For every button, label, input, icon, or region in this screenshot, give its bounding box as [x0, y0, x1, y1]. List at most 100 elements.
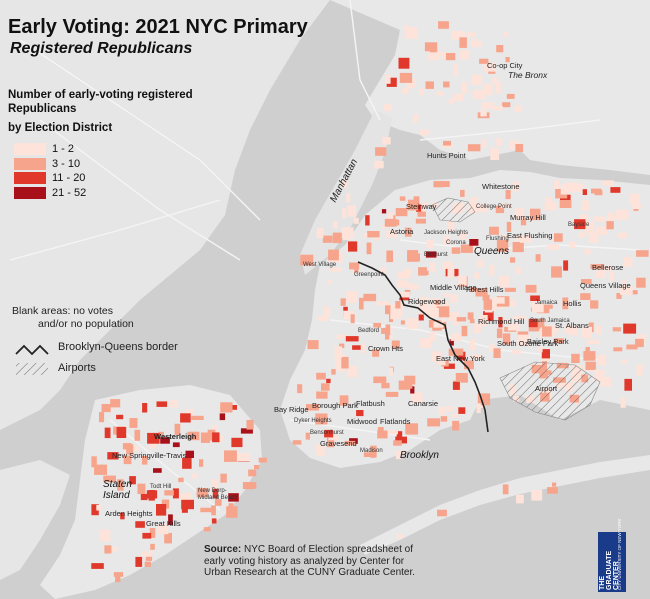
- election-district: [115, 572, 121, 583]
- election-district: [520, 217, 527, 226]
- election-district: [531, 490, 543, 501]
- election-district: [450, 294, 458, 303]
- election-district: [328, 435, 339, 441]
- election-district: [585, 347, 590, 352]
- election-district: [376, 301, 390, 306]
- election-district: [552, 482, 557, 487]
- election-district: [390, 308, 401, 320]
- election-district: [353, 217, 359, 224]
- election-district: [459, 50, 469, 60]
- election-district: [248, 469, 257, 477]
- election-district: [595, 269, 606, 278]
- election-district: [410, 253, 420, 262]
- election-district: [525, 284, 537, 293]
- election-district: [342, 207, 347, 219]
- election-district: [595, 325, 602, 335]
- election-district: [537, 346, 543, 353]
- election-district: [516, 494, 524, 504]
- election-district: [618, 232, 627, 239]
- election-district: [107, 452, 119, 460]
- label-airport: Airport: [535, 384, 558, 393]
- election-district: [132, 445, 140, 451]
- election-district: [380, 267, 386, 276]
- election-district: [203, 527, 211, 532]
- election-district: [386, 230, 398, 238]
- legend-label: 1 - 2: [52, 143, 75, 156]
- election-district: [453, 64, 459, 76]
- election-district: [462, 81, 467, 94]
- election-district: [488, 265, 495, 276]
- election-district: [458, 374, 468, 383]
- election-district: [456, 351, 466, 361]
- election-district: [476, 259, 484, 268]
- label-ridgewood: Ridgewood: [408, 297, 446, 306]
- election-district: [341, 356, 349, 369]
- election-district: [620, 397, 626, 408]
- election-district: [393, 440, 402, 446]
- election-district: [386, 211, 394, 224]
- election-district: [560, 184, 569, 195]
- election-district: [258, 457, 267, 463]
- election-district: [399, 72, 413, 83]
- legend-item: 11 - 20: [14, 171, 86, 186]
- election-district: [629, 193, 640, 204]
- election-district: [211, 518, 217, 524]
- election-district: [129, 476, 136, 485]
- label-brooklyn: Brooklyn: [400, 450, 439, 461]
- label-co-op-city: Co-op City: [487, 61, 523, 70]
- election-district: [385, 324, 391, 336]
- election-district: [120, 512, 125, 520]
- election-district: [297, 384, 303, 394]
- laguardia-airport: [431, 197, 476, 223]
- election-district: [237, 453, 251, 462]
- election-district: [554, 338, 564, 344]
- election-district: [181, 499, 194, 510]
- election-district: [583, 351, 596, 361]
- logo-subtext: CITY UNIVERSITY OF NEW YORK: [617, 518, 622, 590]
- election-district: [451, 413, 458, 418]
- election-district: [493, 348, 501, 358]
- election-district: [470, 197, 479, 202]
- election-district: [160, 437, 170, 444]
- jfk-airport: [499, 361, 601, 421]
- election-district: [456, 317, 467, 322]
- election-district: [584, 221, 595, 234]
- election-district: [91, 456, 97, 468]
- election-district: [339, 343, 345, 349]
- election-district: [346, 193, 351, 203]
- election-district: [122, 443, 132, 450]
- election-district: [563, 260, 569, 271]
- election-district: [366, 242, 372, 255]
- election-district: [594, 369, 605, 382]
- election-district: [224, 450, 237, 462]
- election-district: [467, 32, 475, 37]
- election-district: [412, 114, 419, 123]
- election-district: [339, 395, 349, 406]
- election-district: [612, 327, 621, 332]
- election-district: [207, 429, 216, 441]
- label-bronx: The Bronx: [508, 70, 548, 80]
- label-arden-heights: Arden Heights: [105, 509, 153, 518]
- election-district: [431, 351, 441, 362]
- election-district: [389, 367, 393, 376]
- election-district: [450, 333, 462, 341]
- election-district: [442, 143, 453, 148]
- election-district: [496, 328, 503, 339]
- legend-item: 3 - 10: [14, 157, 86, 172]
- source-text: NYC Board of Election spreadsheet of ear…: [204, 544, 416, 578]
- election-district: [103, 475, 116, 483]
- election-district: [200, 432, 210, 443]
- election-district: [185, 450, 194, 458]
- election-district: [398, 57, 410, 69]
- election-district: [384, 218, 397, 227]
- election-district: [582, 200, 590, 211]
- election-district: [513, 315, 527, 320]
- election-district: [444, 235, 451, 245]
- election-district: [96, 504, 102, 511]
- election-district: [496, 239, 509, 252]
- election-district: [335, 354, 345, 366]
- legend-title: Number of early-voting registered Republ…: [8, 89, 193, 115]
- election-district: [446, 406, 454, 412]
- election-district: [231, 437, 243, 448]
